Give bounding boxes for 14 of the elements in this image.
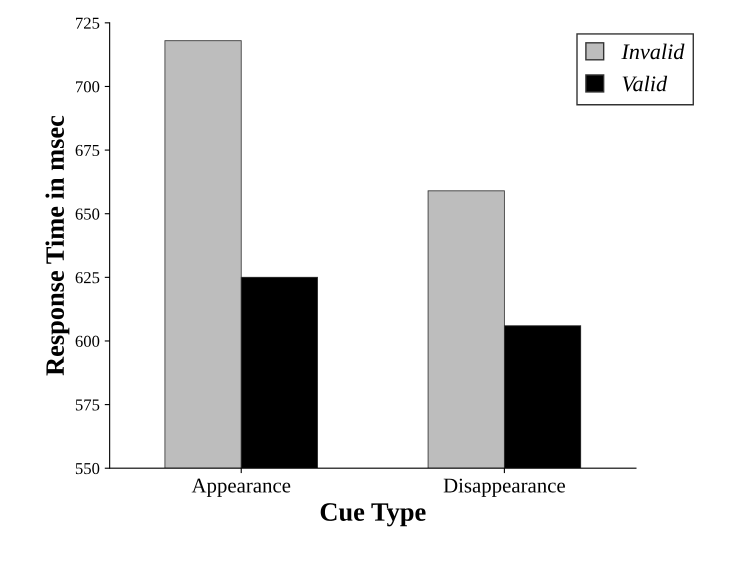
y-tick-label: 675: [76, 144, 100, 156]
legend-label: Invalid: [621, 44, 684, 60]
y-tick-label: 650: [76, 208, 100, 220]
y-tick-label: 625: [76, 272, 100, 284]
y-tick-label: 550: [76, 462, 100, 474]
y-tick-label: 700: [76, 81, 100, 92]
x-axis-title: Cue Type: [320, 503, 426, 526]
x-tick-label: Appearance: [192, 478, 290, 497]
x-tick-label: Disappearance: [444, 478, 565, 497]
y-tick-label: 725: [76, 18, 100, 29]
y-tick-label: 575: [76, 399, 100, 411]
y-axis-title: Response Time in msec: [45, 116, 70, 376]
y-tick-label: 600: [76, 336, 100, 347]
legend-label: Valid: [622, 76, 668, 92]
